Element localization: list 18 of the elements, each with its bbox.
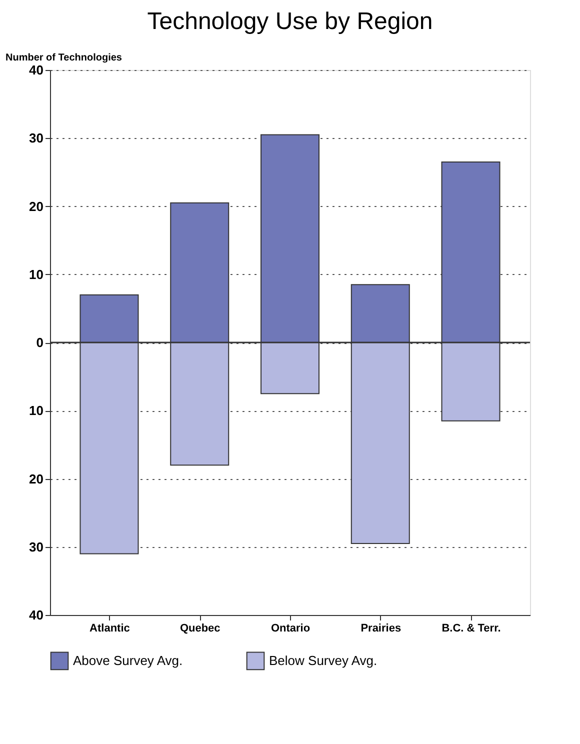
y-tick-label: 30 xyxy=(29,539,44,554)
y-tick-label: 20 xyxy=(29,471,44,486)
y-tick-label: 10 xyxy=(29,403,44,418)
y-axis-title: Number of Technologies xyxy=(6,52,122,64)
y-tick-label: 10 xyxy=(29,266,44,282)
legend-label: Below Survey Avg. xyxy=(269,652,378,668)
y-tick-label: 40 xyxy=(29,608,44,622)
y-tick-label: 0 xyxy=(36,335,44,350)
legend-label: Above Survey Avg. xyxy=(73,652,183,668)
x-tick-label: B.C. & Terr. xyxy=(442,622,501,634)
x-tick-label: Atlantic xyxy=(90,622,130,634)
x-tick-label: Quebec xyxy=(180,622,220,634)
x-tick-label: Prairies xyxy=(360,622,402,634)
x-tick-label: Ontario xyxy=(270,622,310,634)
y-tick-label: 20 xyxy=(29,198,44,214)
chart-title: Technology Use by Region xyxy=(147,8,433,35)
y-tick-label: 40 xyxy=(29,62,44,78)
y-tick-label: 30 xyxy=(29,130,44,146)
